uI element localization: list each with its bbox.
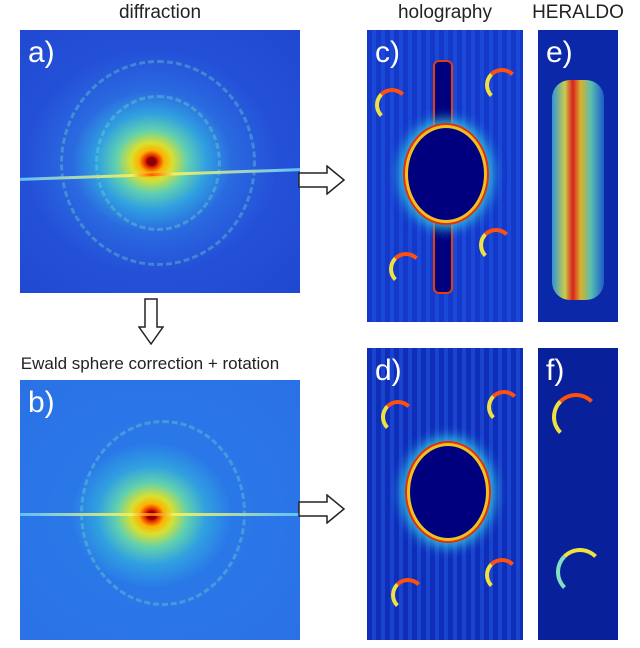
panel-c-holography-image: c): [367, 30, 523, 322]
panel-label-b: b): [28, 386, 55, 419]
panel-d-holography-image: d): [367, 348, 523, 640]
panel-label-c: c): [375, 36, 400, 69]
panel-label-f: f): [546, 354, 565, 387]
right-arrow-icon: [298, 494, 346, 524]
panel-f-heraldo-image: f): [538, 348, 618, 640]
header-diffraction: diffraction: [118, 2, 202, 23]
header-holography: holography: [397, 2, 493, 23]
panel-label-e: e): [546, 36, 573, 69]
caption-ewald: Ewald sphere correction + rotation: [20, 354, 280, 373]
right-arrow-icon: [298, 165, 346, 195]
panel-label-a: a): [28, 36, 55, 69]
panel-a-diffraction-image: a): [20, 30, 300, 293]
down-arrow-icon: [138, 298, 164, 346]
panel-b-corrected-diffraction-image: b): [20, 380, 300, 640]
panel-e-heraldo-image: e): [538, 30, 618, 322]
header-heraldo: HERALDO: [532, 2, 624, 23]
panel-label-d: d): [375, 354, 402, 387]
